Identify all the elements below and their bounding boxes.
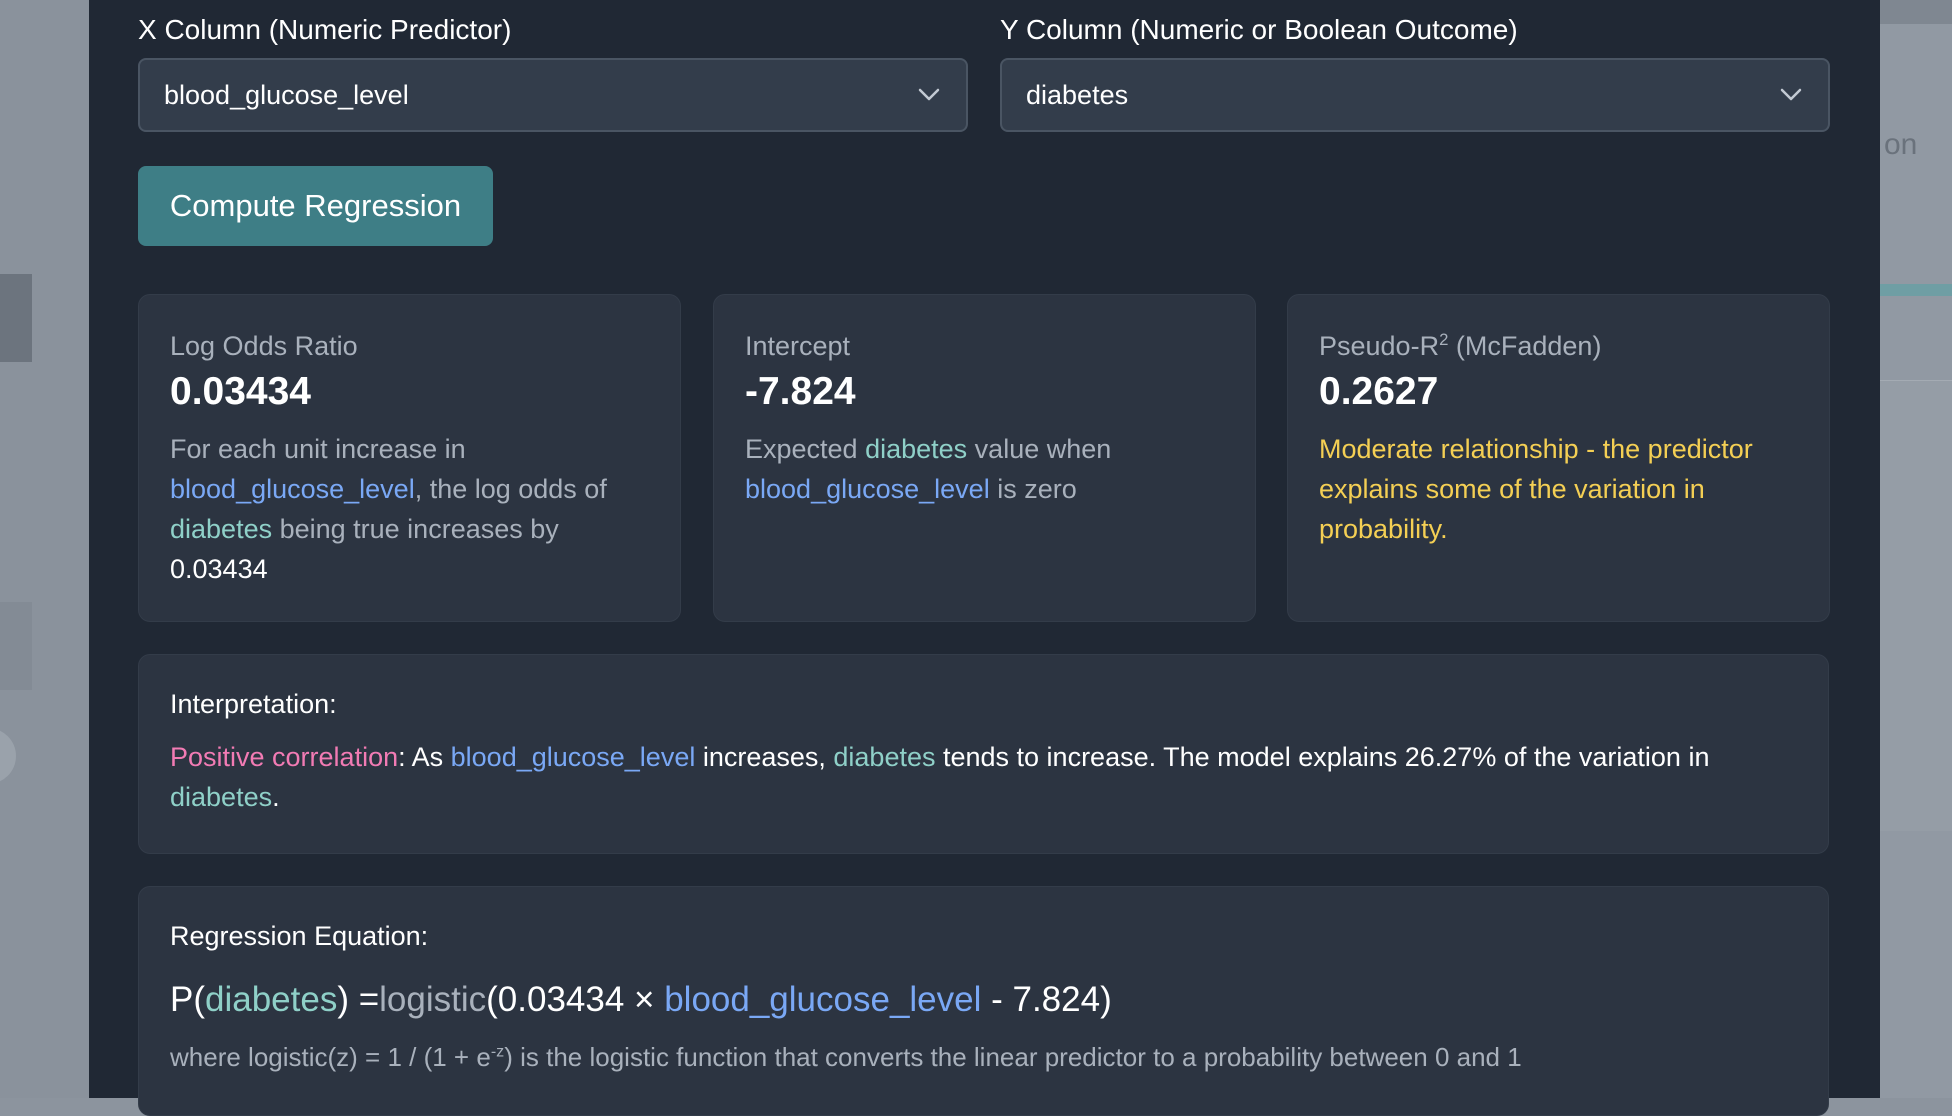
y-column-select[interactable]: diabetes [1000, 58, 1830, 132]
background-left-circle [0, 728, 16, 784]
superscript: 2 [1439, 330, 1449, 349]
regression-equation: P(diabetes) =logistic(0.03434 × blood_gl… [170, 980, 1797, 1020]
x-variable-name: blood_glucose_level [664, 980, 982, 1019]
text: - 7.824) [981, 980, 1112, 1019]
background-right-card [1880, 380, 1952, 831]
pseudo-r2-card: Pseudo-R2 (McFadden) 0.2627 Moderate rel… [1287, 294, 1830, 622]
compute-regression-button[interactable]: Compute Regression [138, 166, 493, 246]
interpretation-title: Interpretation: [170, 689, 337, 719]
log-odds-description: For each unit increase in blood_glucose_… [170, 429, 649, 589]
text: ) is the logistic function that converts… [504, 1042, 1522, 1072]
desc-text: For each unit increase in [170, 434, 466, 465]
log-odds-value: 0.03434 [170, 370, 311, 414]
correlation-label: Positive correlation [170, 742, 399, 772]
background-left-panel [0, 0, 89, 1098]
x-column-select[interactable]: blood_glucose_level [138, 58, 968, 132]
log-odds-label: Log Odds Ratio [170, 331, 358, 361]
y-column-label: Y Column (Numeric or Boolean Outcome) [1000, 14, 1518, 45]
log-odds-card: Log Odds Ratio 0.03434 For each unit inc… [138, 294, 681, 622]
text: . [272, 782, 280, 812]
superscript: -z [490, 1042, 505, 1061]
desc-text: , the log odds of [414, 474, 607, 505]
regression-equation-panel: Regression Equation: P(diabetes) =logist… [138, 886, 1829, 1116]
y-variable-name: diabetes [170, 514, 273, 545]
x-column-label: X Column (Numeric Predictor) [138, 14, 512, 45]
interpretation-panel: Interpretation: Positive correlation: As… [138, 654, 1829, 854]
desc-text: being true increases by [272, 514, 559, 545]
x-variable-name: blood_glucose_level [170, 474, 415, 505]
text: P( [170, 980, 205, 1019]
intercept-description: Expected diabetes value when blood_gluco… [745, 429, 1224, 509]
y-variable-name: diabetes [865, 434, 968, 465]
background-left-block [0, 602, 32, 690]
text: (0.03434 × [486, 980, 665, 1019]
background-partial-text: on [1884, 128, 1918, 161]
equation-note: where logistic(z) = 1 / (1 + e-z) is the… [170, 1042, 1797, 1073]
intercept-card: Intercept -7.824 Expected diabetes value… [713, 294, 1256, 622]
label-text: (McFadden) [1448, 331, 1602, 361]
chevron-down-icon [916, 82, 942, 108]
desc-text: value when [967, 434, 1112, 465]
text: ) = [337, 980, 380, 1019]
y-variable-name: diabetes [170, 782, 273, 812]
x-variable-name: blood_glucose_level [745, 474, 990, 505]
pseudo-r2-label: Pseudo-R2 (McFadden) [1319, 330, 1798, 362]
pseudo-r2-description: Moderate relationship - the predictor ex… [1319, 434, 1753, 545]
x-column-value: blood_glucose_level [164, 79, 409, 110]
x-variable-name: blood_glucose_level [450, 742, 696, 772]
log-odds-desc-value: 0.03434 [170, 554, 268, 585]
text: where logistic(z) = 1 / (1 + e [170, 1042, 491, 1072]
intercept-label: Intercept [745, 331, 851, 361]
desc-text: Expected [745, 434, 866, 465]
y-column-value: diabetes [1026, 79, 1129, 110]
logistic-function-name: logistic [379, 980, 487, 1019]
background-right-header [1880, 0, 1952, 24]
pseudo-r2-value: 0.2627 [1319, 370, 1439, 414]
label-text: Pseudo-R [1319, 331, 1440, 361]
background-left-block [0, 274, 32, 362]
text: tends to increase. The model explains 26… [935, 742, 1710, 772]
chevron-down-icon [1778, 82, 1804, 108]
y-variable-name: diabetes [833, 742, 936, 772]
desc-text: is zero [989, 474, 1077, 505]
text: : As [398, 742, 451, 772]
intercept-value: -7.824 [745, 370, 856, 414]
equation-title: Regression Equation: [170, 921, 429, 951]
text: increases, [695, 742, 834, 772]
background-right-accent-bar [1880, 284, 1952, 296]
interpretation-text: Positive correlation: As blood_glucose_l… [170, 737, 1797, 817]
y-variable-name: diabetes [205, 980, 338, 1019]
